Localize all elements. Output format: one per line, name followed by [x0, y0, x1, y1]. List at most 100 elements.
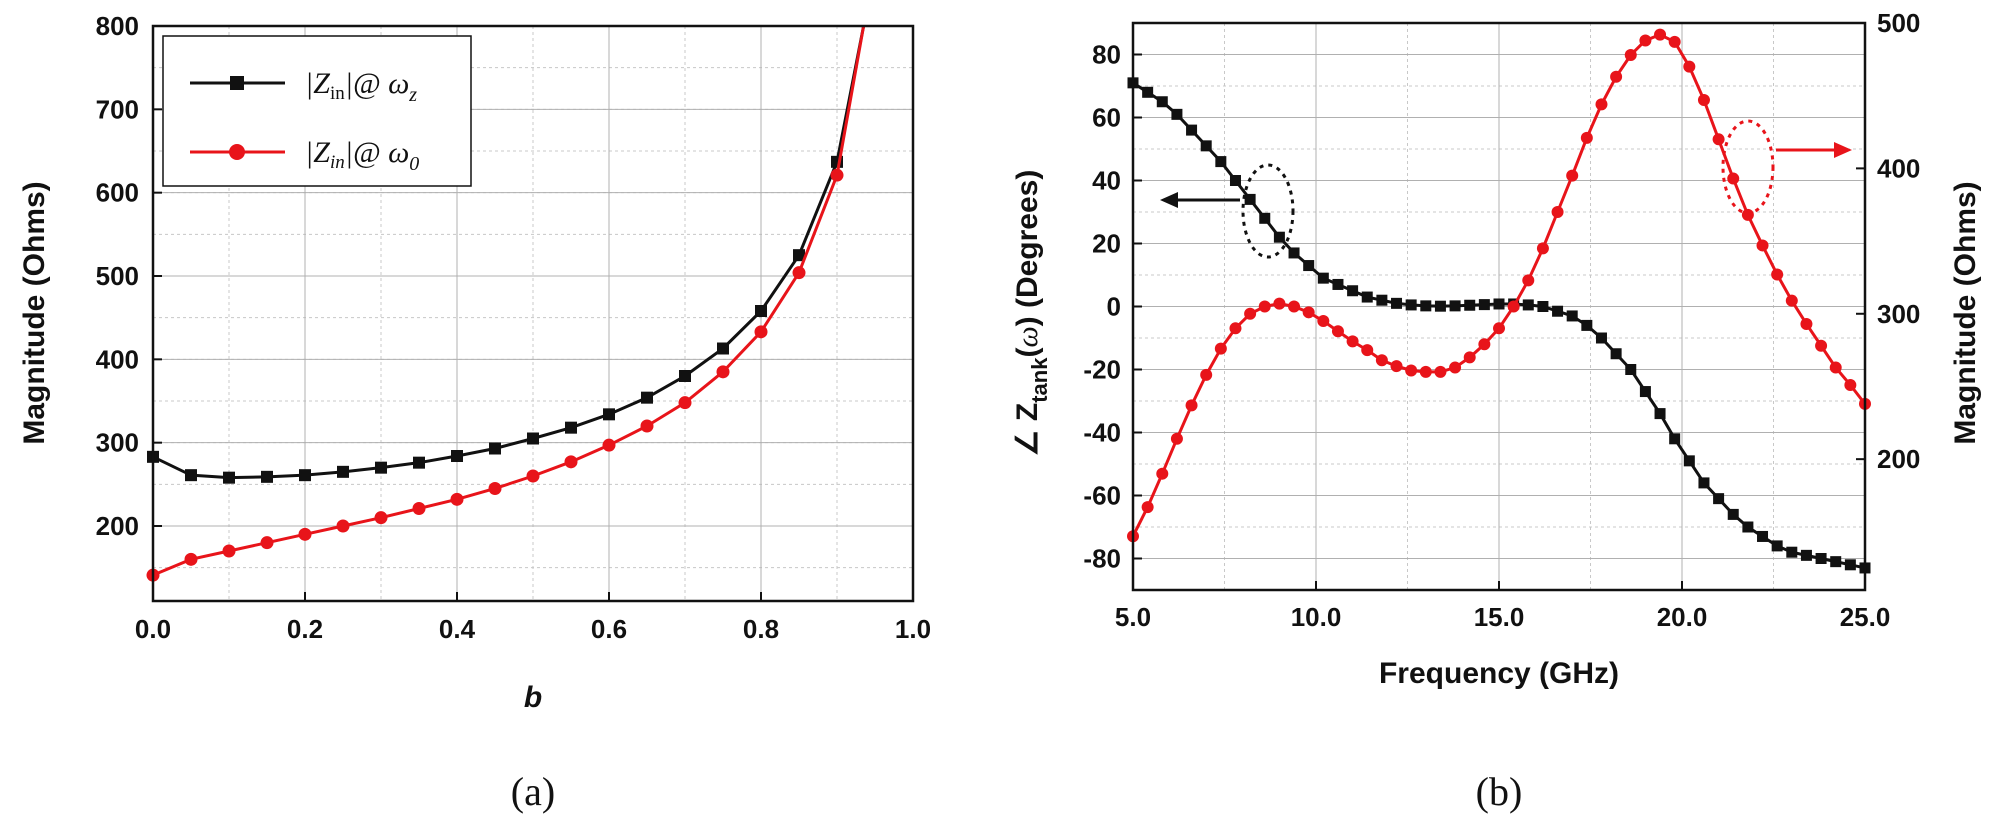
panel-b-xlabel: Frequency (GHz): [1379, 657, 1619, 690]
data-point-square: [1742, 521, 1754, 533]
data-point-circle: [716, 365, 730, 379]
data-point-circle: [1683, 60, 1696, 73]
panel-b-ticks: 5.0 10.0 15.0 20.0 25.0 -80 -60 -40 -20 0 20 40 60 80…: [1083, 8, 1920, 632]
data-point-square: [489, 442, 501, 455]
data-point-square: [1449, 300, 1461, 312]
data-point-square: [1244, 193, 1256, 205]
left-y-tick-label: 40: [1092, 166, 1121, 196]
data-point-circle: [222, 544, 236, 558]
data-point-square: [451, 450, 463, 462]
data-point-square: [1171, 108, 1183, 120]
data-point-square: [641, 391, 653, 404]
series-line-zin-wz: [152, 25, 866, 480]
panel-a-ylabel: Magnitude (Ohms): [18, 181, 51, 444]
x-tick-label: 10.0: [1291, 602, 1342, 632]
data-point-circle: [1654, 28, 1667, 41]
data-point-circle: [1844, 379, 1857, 392]
data-point-circle: [260, 536, 274, 550]
right-y-tick-label: 400: [1877, 153, 1920, 183]
panel-b-right-ylabel: Magnitude (Ohms): [1949, 181, 1982, 444]
data-point-circle: [1214, 342, 1227, 355]
left-y-tick-label: 60: [1092, 103, 1121, 133]
data-point-circle: [1288, 300, 1301, 313]
data-point-square: [1595, 332, 1607, 344]
data-point-square: [1581, 319, 1593, 331]
data-point-circle: [1331, 325, 1344, 338]
data-point-circle: [1463, 351, 1476, 364]
x-tick-label: 0.8: [743, 614, 779, 644]
data-point-square: [1771, 540, 1783, 552]
data-point-square: [1303, 260, 1315, 272]
data-point-square: [1434, 300, 1446, 312]
magnitude-ellipse: [1721, 119, 1775, 215]
data-point-square: [527, 432, 539, 445]
data-point-square: [1391, 297, 1403, 309]
data-point-circle: [1449, 361, 1462, 374]
data-point-square: [1698, 477, 1710, 489]
left-y-tick-label: -60: [1083, 481, 1121, 511]
data-point-square: [413, 456, 425, 469]
right-y-tick-label: 200: [1877, 444, 1920, 474]
left-y-tick-label: 80: [1092, 40, 1121, 70]
data-point-square: [1259, 212, 1271, 224]
left-arrow-icon: [1160, 192, 1178, 208]
data-point-square: [679, 370, 691, 382]
data-point-circle: [564, 455, 578, 469]
legend-label-red: |Zin|@ ω0: [305, 136, 419, 175]
data-point-circle: [1390, 360, 1403, 373]
data-point-square: [1537, 301, 1549, 312]
data-point-circle: [1668, 35, 1681, 48]
data-point-circle: [1829, 361, 1842, 374]
data-point-square: [793, 249, 805, 262]
panel-a-ticks: 0.0 0.2 0.4 0.6 0.8 1.0 200 300 400 500 600 700 800: [96, 11, 931, 644]
data-point-square: [185, 469, 197, 482]
data-point-square: [1186, 124, 1198, 136]
data-point-square: [1522, 299, 1534, 311]
data-point-circle: [1170, 432, 1183, 445]
data-point-circle: [336, 519, 350, 533]
data-point-square: [1815, 553, 1827, 564]
legend-box: [162, 35, 472, 187]
data-point-square: [223, 471, 235, 484]
panel-a-chart: 0.0 0.2 0.4 0.6 0.8 1.0200300400500600700800 …: [18, 11, 931, 814]
data-point-square: [1142, 86, 1154, 98]
left-y-tick-label: 20: [1092, 229, 1121, 259]
right-y-tick-label: 500: [1877, 8, 1920, 38]
y-tick-label: 200: [96, 511, 139, 541]
legend-marker-square: [230, 76, 244, 90]
data-point-square: [1610, 348, 1622, 360]
data-point-square: [1332, 278, 1344, 290]
panel-a-label: (a): [511, 769, 555, 814]
y-tick-label: 700: [96, 94, 139, 124]
legend-entry-red: |Zin|@ ω0: [190, 136, 419, 175]
data-point-square: [1405, 299, 1417, 311]
data-point-square: [1669, 433, 1681, 445]
right-arrow-icon: [1834, 142, 1852, 158]
x-tick-label: 0.0: [135, 614, 171, 644]
data-point-circle: [602, 438, 616, 452]
data-point-square: [717, 342, 729, 355]
data-point-square: [1830, 556, 1842, 568]
y-tick-label: 400: [96, 344, 139, 374]
data-point-circle: [754, 325, 768, 339]
data-point-circle: [412, 502, 426, 515]
data-point-circle: [374, 511, 388, 525]
data-point-square: [755, 305, 767, 317]
data-point-square: [1786, 546, 1798, 558]
data-point-square: [1727, 508, 1739, 520]
left-y-tick-label: -80: [1083, 544, 1121, 574]
data-point-square: [1844, 559, 1856, 571]
y-tick-label: 300: [96, 428, 139, 458]
data-point-circle: [1741, 208, 1754, 221]
data-point-circle: [792, 266, 806, 280]
data-point-square: [1493, 298, 1505, 310]
data-point-circle: [1712, 133, 1725, 146]
y-tick-label: 600: [96, 178, 139, 208]
data-point-circle: [1229, 322, 1242, 335]
left-y-tick-label: -40: [1083, 418, 1121, 448]
data-point-square: [337, 465, 349, 478]
data-point-circle: [1478, 338, 1491, 351]
data-point-circle: [1595, 98, 1608, 111]
data-point-square: [1566, 310, 1578, 322]
